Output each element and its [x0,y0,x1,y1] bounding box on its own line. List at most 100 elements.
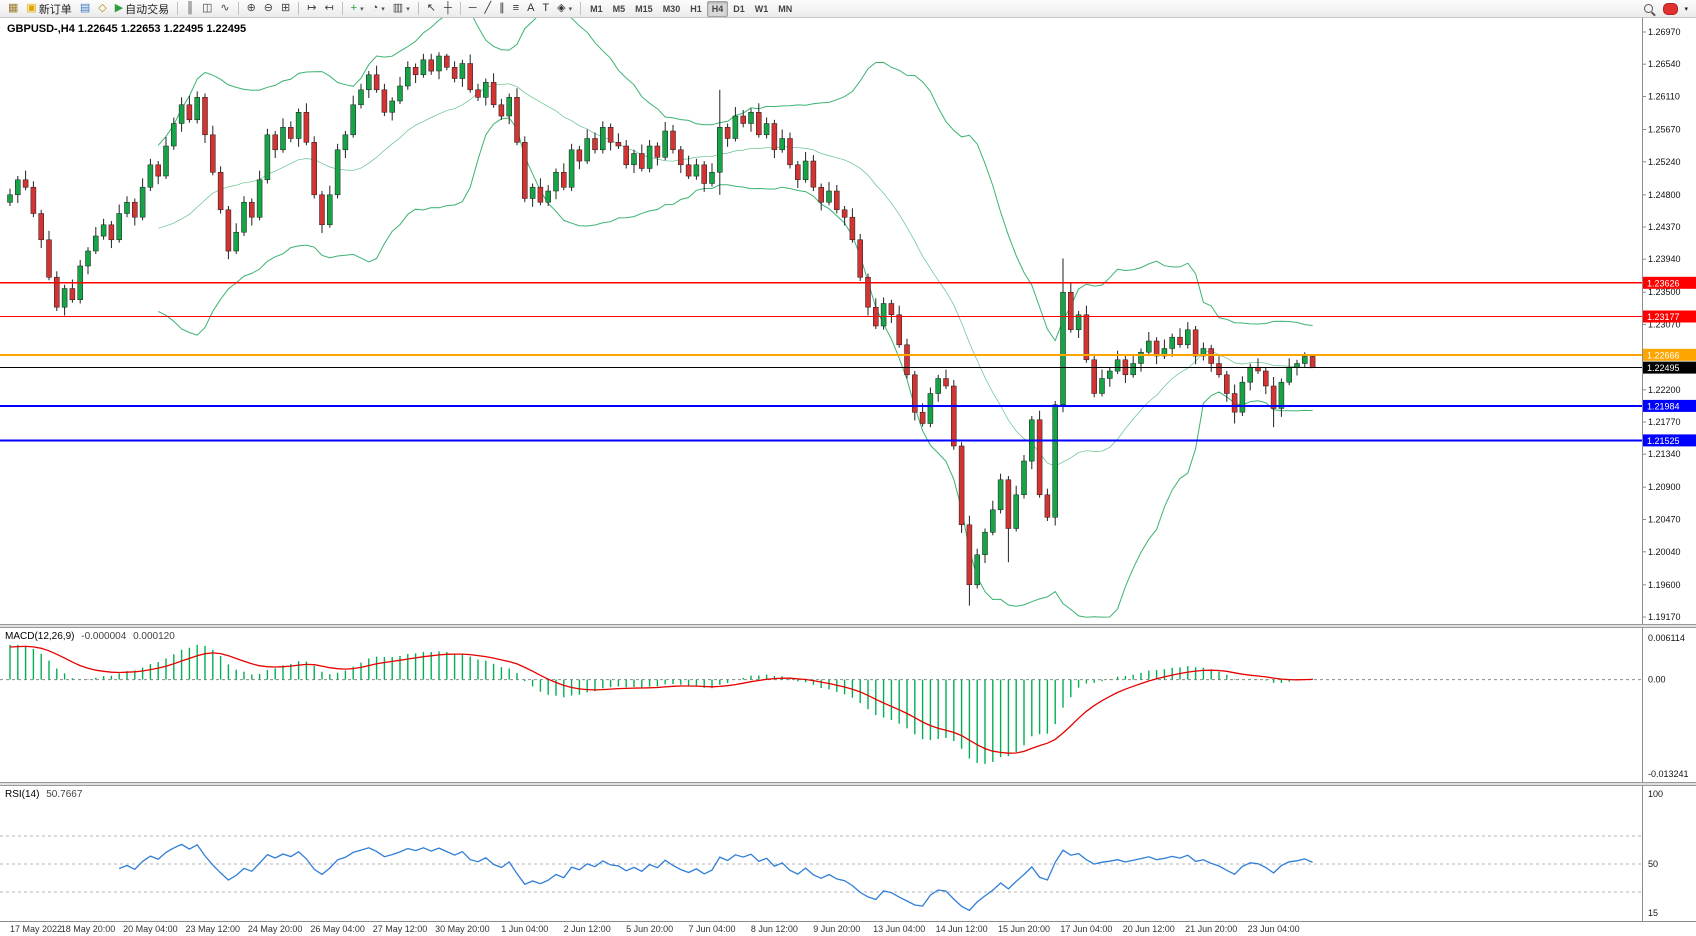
caret-down-icon: ▾ [360,5,364,13]
macd-value-main: -0.000004 [81,631,127,642]
market-depth-button[interactable]: ▤ [76,1,94,17]
trendline-button[interactable]: ╱ [481,1,496,17]
candle-body [30,186,37,214]
rsi-canvas[interactable]: 100 50 15 [0,786,1696,921]
candle-body [498,104,505,117]
candle-body [490,82,497,106]
candle-body [631,153,637,166]
candle-body [678,149,684,166]
timeframe-m30[interactable]: M30 [658,1,686,17]
timeframe-m1[interactable]: M1 [585,1,608,17]
panel-divider-macd[interactable] [0,624,1696,628]
text-label-button[interactable]: T [538,1,553,17]
shapes-button[interactable]: ◈ ▾ [553,1,576,17]
toolbar-separator [341,2,343,15]
market-depth-icon: ▤ [79,2,91,14]
candle-body [701,164,707,184]
candle-body [1294,363,1300,368]
resistance-line-2-tag[interactable] [1643,310,1696,323]
current-price-tag[interactable] [1643,361,1696,374]
candle-body [233,231,239,252]
candle-body [405,67,411,87]
candle-body [1270,385,1277,409]
candle-body [584,138,590,162]
candle-body [1239,381,1246,413]
autotrading-button-label: 自动交易 [125,3,170,16]
toolbar-overflow-icon[interactable]: ▾ [1684,5,1688,13]
candle-body [1075,314,1082,331]
notifications-badge[interactable] [1663,2,1679,15]
candle-body [1153,340,1160,357]
candle-body [810,160,817,188]
candle-body [545,190,551,203]
candle-body [880,303,887,327]
cursor-button[interactable]: ↖ [423,1,440,17]
panel-divider-rsi[interactable] [0,782,1696,786]
support-line-1-tag[interactable] [1643,399,1696,412]
candle-body [600,127,606,151]
price-axis-label: 1.22200 [1648,385,1681,395]
price-axis-label: 1.19170 [1648,612,1681,622]
auto-scroll-icon: ↦ [307,2,317,14]
price-chart-panel: 1.26970 1.26540 1.26110 1.25670 1.25240 1.248… [0,18,1696,624]
new-order-button[interactable]: ▣ 新订单 [22,1,75,17]
autotrading-button[interactable]: ▶ 自动交易 [111,1,173,17]
candle-body [568,149,575,188]
templates-button[interactable]: ▥ ▾ [389,1,414,17]
horizontal-line-button[interactable]: ─ [465,1,481,17]
resistance-line-1-tag[interactable] [1643,276,1696,289]
candle-body [475,89,481,98]
timeframe-d1[interactable]: D1 [728,1,750,17]
candle-body [935,378,941,394]
timeframe-mn[interactable]: MN [773,1,797,17]
rsi-axis-label: 100 [1648,789,1663,799]
toolbar-right-group: ▾ [1640,1,1692,17]
zoom-out-button[interactable]: ⊖ [260,1,277,17]
auto-scroll-button[interactable]: ↦ [303,1,320,17]
time-axis-label: 20 May 04:00 [123,924,178,934]
candle-body [186,104,193,121]
price-axis-label: 1.23070 [1648,320,1681,330]
timeframe-m15[interactable]: M15 [630,1,658,17]
metaeditor-button[interactable]: ◇ [94,1,110,17]
time-axis[interactable]: 17 May 2022 18 May 20:00 20 May 04:00 23 Ma… [0,921,1696,936]
bar-chart-button[interactable]: ║ [182,1,198,17]
chart-shift-button[interactable]: ↤ [320,1,337,17]
candle-body [1286,366,1292,383]
search-button[interactable] [1640,1,1657,17]
macd-canvas[interactable]: 0.006114 0.00 -0.013241 [0,628,1696,782]
candle-body [896,314,902,346]
pivot-line-orange-tag[interactable] [1643,348,1696,361]
text-button[interactable]: A [523,1,538,17]
candlestick-chart-button[interactable]: ◫ [198,1,216,17]
channel-button[interactable]: ∥ [495,1,509,17]
candle-body [1114,359,1121,372]
candle-body [61,288,68,308]
candle-body [849,216,856,240]
timeframe-h4[interactable]: H4 [706,0,729,17]
line-chart-button[interactable]: ∿ [216,1,233,17]
timeframe-w1[interactable]: W1 [750,1,774,17]
price-chart-canvas[interactable]: 1.26970 1.26540 1.26110 1.25670 1.25240 1.248… [0,18,1696,624]
rsi-value: 50.7667 [46,789,83,800]
zoom-in-button[interactable]: ⊕ [243,1,260,17]
periods-button[interactable]: ◔ ▾ [368,1,389,17]
timeframe-h1[interactable]: H1 [685,1,707,17]
horizontal-line-icon: ─ [468,2,477,14]
candle-body [1060,291,1066,405]
candle-body [670,130,676,150]
time-axis-label: 1 Jun 04:00 [501,924,549,934]
price-axis-label: 1.19600 [1648,580,1681,590]
indicators-button[interactable]: + ▾ [347,1,368,17]
candle-body [397,85,403,102]
resistance-line-1-tag-label: 1.23626 [1647,278,1680,288]
new-chart-button[interactable]: ▦ [4,1,22,17]
candle-body [709,172,715,184]
tile-windows-button[interactable]: ⊞ [277,1,294,17]
time-axis-label: 7 Jun 04:00 [688,924,736,934]
crosshair-button[interactable]: ┼ [440,1,456,17]
timeframe-m5[interactable]: M5 [608,1,631,17]
support-line-2-tag[interactable] [1643,434,1696,447]
candle-body [147,164,154,188]
fibonacci-button[interactable]: ≡ [509,1,523,17]
